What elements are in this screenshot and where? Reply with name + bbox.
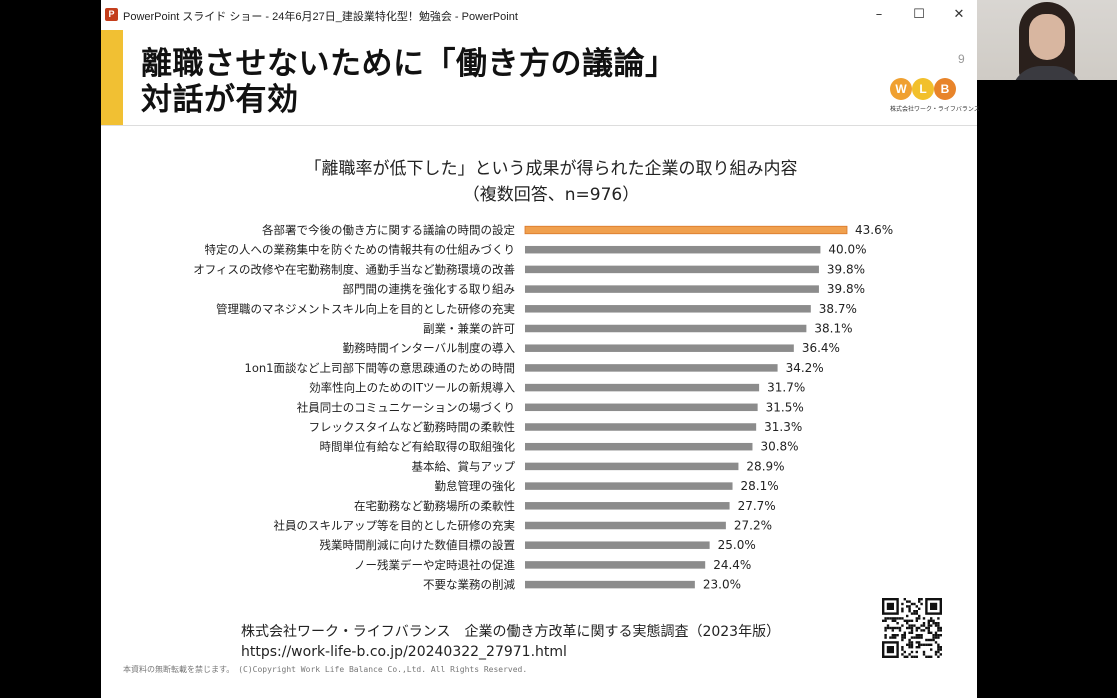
source-url: https://work-life-b.co.jp/20240322_27971… [241, 644, 567, 660]
source-line-1: 株式会社ワーク・ライフバランス 企業の働き方改革に関する実態調査（2023年版） [241, 624, 781, 640]
logo-letter-b: B [934, 78, 956, 100]
header-divider [101, 125, 977, 126]
data-label: 39.8% [827, 282, 865, 296]
bar [525, 521, 726, 530]
powerpoint-window: P PowerPoint スライド ショー - 24年6月27日_建設業特化型！… [101, 0, 980, 698]
bar [525, 580, 695, 589]
chart-title: 「離職率が低下した」という成果が得られた企業の取り組み内容 [304, 159, 798, 179]
powerpoint-app-icon: P [105, 8, 118, 21]
bar [525, 285, 819, 293]
category-label: 時間単位有給など有給取得の取組強化 [320, 440, 516, 454]
copyright-notice: 本資料の無断転載を禁じます。 (C)Copyright Work Life Ba… [123, 665, 528, 674]
source-citation: 株式会社ワーク・ライフバランス 企業の働き方改革に関する実態調査（2023年版）… [241, 622, 780, 662]
webcam-person-face [1029, 14, 1065, 60]
data-label: 30.8% [760, 440, 798, 454]
category-label: 勤務時間インターバル制度の導入 [343, 341, 516, 355]
webcam-video-feed [977, 0, 1117, 80]
data-label: 27.2% [734, 519, 772, 533]
bar [525, 442, 753, 451]
data-label: 28.9% [746, 459, 784, 473]
qr-code-icon [882, 598, 942, 658]
data-label: 39.8% [827, 262, 865, 276]
category-label: 基本給、賞与アップ [412, 459, 516, 473]
chart-title-block: 「離職率が低下した」という成果が得られた企業の取り組み内容 （複数回答、n=97… [201, 156, 901, 208]
category-label: フレックスタイムなど勤務時間の柔軟性 [309, 420, 515, 434]
data-label: 31.3% [764, 420, 802, 434]
window-title: PowerPoint スライド ショー - 24年6月27日_建設業特化型！勉強… [123, 11, 518, 23]
data-label: 31.7% [767, 381, 805, 395]
logo-company-name: 株式会社ワーク・ライフバランス [890, 106, 980, 113]
data-label: 24.4% [713, 558, 751, 572]
category-label: 副業・兼業の許可 [423, 322, 515, 336]
category-label: 残業時間削減に向けた数値目標の設置 [320, 538, 516, 552]
slide[interactable]: 離職させないために「働き方の議論」 対話が有効 9 W L B 株式会社ワーク・… [101, 30, 980, 698]
bar [525, 462, 739, 471]
title-bar: P PowerPoint スライド ショー - 24年6月27日_建設業特化型！… [101, 0, 977, 30]
category-label: 在宅勤務など勤務場所の柔軟性 [354, 499, 515, 513]
minimize-button[interactable]: – [875, 7, 883, 22]
category-label: 効率性向上のためのITツールの新規導入 [309, 381, 515, 395]
slide-title: 離職させないために「働き方の議論」 対話が有効 [141, 46, 677, 118]
maximize-button[interactable]: ☐ [913, 7, 925, 22]
bar [525, 364, 778, 372]
slide-number: 9 [958, 52, 965, 66]
bar [525, 403, 758, 412]
bar [525, 541, 710, 549]
category-label: オフィスの改修や在宅勤務制度、通勤手当など勤務環境の改善 [193, 262, 515, 276]
slide-title-line1: 離職させないために「働き方の議論」 [141, 46, 677, 82]
close-button[interactable]: ✕ [953, 7, 965, 22]
data-label: 25.0% [718, 538, 756, 552]
logo-letter-l: L [912, 78, 934, 100]
logo-letter-w: W [890, 78, 912, 100]
bar [525, 305, 811, 313]
category-label: 特定の人への業務集中を防ぐための情報共有の仕組みづくり [205, 243, 516, 257]
category-label: 社員のスキルアップ等を目的とした研修の充実 [274, 519, 516, 533]
webcam-person-body [1011, 66, 1083, 80]
bar [525, 324, 807, 333]
data-label: 23.0% [703, 578, 741, 592]
bar [525, 423, 757, 431]
category-label: 不要な業務の削減 [423, 578, 515, 592]
category-label: 部門間の連携を強化する取り組み [343, 282, 516, 296]
data-label: 34.2% [786, 361, 824, 375]
bar-chart: 各部署で今後の働き方に関する議論の時間の設定 43.6% 特定の人への業務集中を防ぐ… [193, 223, 893, 592]
category-label: 各部署で今後の働き方に関する議論の時間の設定 [262, 223, 515, 237]
category-label: 1on1面談など上司部下間等の意思疎通のための時間 [245, 361, 515, 375]
bar [524, 225, 848, 235]
category-label: 社員同士のコミュニケーションの場づくり [297, 400, 515, 414]
category-label: 勤怠管理の強化 [435, 479, 516, 493]
bar [525, 561, 706, 569]
company-logo: W L B 株式会社ワーク・ライフバランス [890, 78, 980, 118]
bar [525, 344, 794, 352]
data-label: 31.5% [766, 400, 804, 414]
title-accent-bar [101, 30, 123, 125]
bar [525, 265, 819, 274]
bar [525, 502, 730, 510]
category-label: ノー残業デーや定時退社の促進 [354, 558, 515, 572]
slide-title-line2: 対話が有効 [141, 82, 299, 118]
bar [525, 482, 733, 490]
data-label: 36.4% [802, 341, 840, 355]
data-label: 40.0% [828, 243, 866, 257]
bar [525, 245, 821, 254]
data-label: 43.6% [855, 223, 893, 237]
data-label: 28.1% [741, 479, 779, 493]
data-label: 27.7% [738, 499, 776, 513]
data-label: 38.1% [814, 322, 852, 336]
bar [525, 383, 760, 392]
data-label: 38.7% [819, 302, 857, 316]
chart-subtitle: （複数回答、n=976） [462, 185, 640, 205]
category-label: 管理職のマネジメントスキル向上を目的とした研修の充実 [216, 302, 515, 316]
